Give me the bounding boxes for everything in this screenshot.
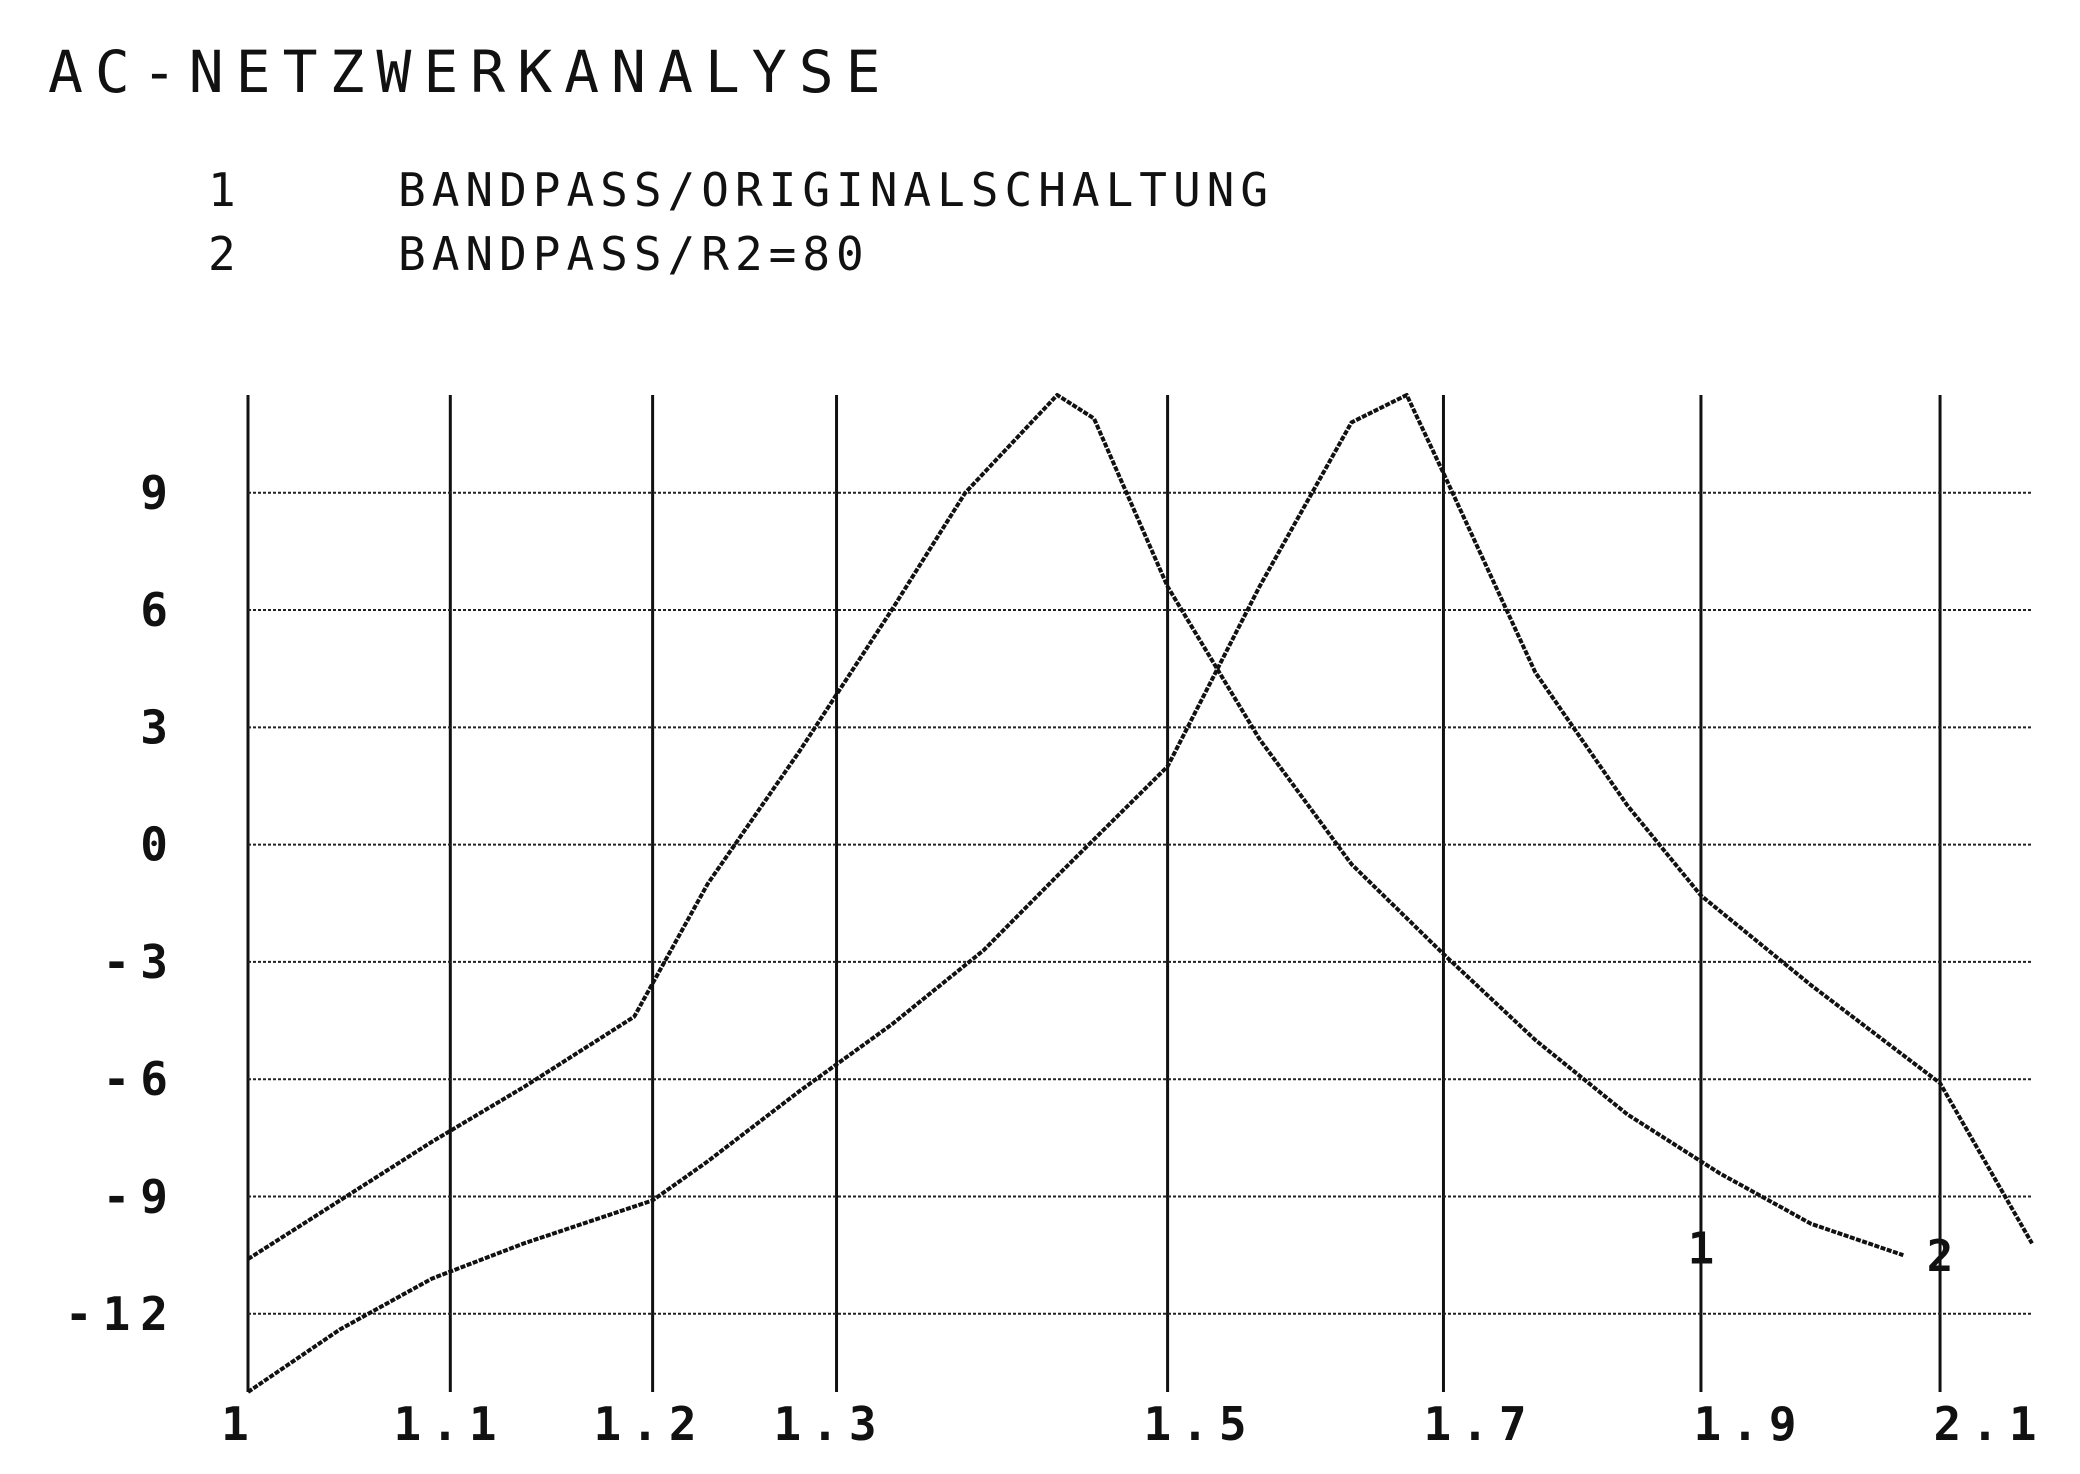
x-tick-label: 1 — [221, 1397, 259, 1451]
y-tick-label: 9 — [140, 466, 178, 520]
y-tick-label: -12 — [65, 1287, 178, 1341]
vertical-gridlines — [246, 395, 1942, 1392]
y-axis-tick-labels: 9 6 3 0 -3 -6 -9 -12 — [65, 466, 178, 1341]
x-tick-label: 1.1 — [393, 1397, 506, 1451]
y-tick-label: 6 — [140, 583, 178, 637]
series-lines — [246, 393, 2034, 1394]
series-line-1 — [246, 393, 1904, 1261]
x-tick-label: 2.1 — [1933, 1397, 2046, 1451]
x-tick-label: 1.3 — [773, 1397, 886, 1451]
legend-number-1: 1 — [208, 163, 242, 217]
legend-text-2: BANDPASS/R2=80 — [398, 227, 870, 281]
x-tick-label: 1.7 — [1423, 1397, 1536, 1451]
legend-number-2: 2 — [208, 227, 242, 281]
series-end-label-2: 2 — [1927, 1231, 1954, 1282]
x-tick-label: 1.5 — [1143, 1397, 1256, 1451]
y-tick-label: 0 — [140, 818, 178, 872]
y-tick-label: 3 — [140, 700, 178, 754]
y-tick-label: -9 — [103, 1170, 178, 1224]
series-end-label-1: 1 — [1688, 1223, 1715, 1274]
x-tick-label: 1.9 — [1693, 1397, 1806, 1451]
series-line-2 — [246, 393, 2034, 1394]
x-axis-tick-labels: 1 1.1 1.2 1.3 1.5 1.7 1.9 2.1 — [221, 1397, 2046, 1451]
horizontal-gridlines — [248, 491, 2032, 1315]
legend: 1 BANDPASS/ORIGINALSCHALTUNG 2 BANDPASS/… — [208, 163, 1274, 281]
x-tick-label: 1.2 — [593, 1397, 706, 1451]
legend-text-1: BANDPASS/ORIGINALSCHALTUNG — [398, 163, 1274, 217]
chart-title: AC-NETZWERKANALYSE — [48, 38, 893, 106]
y-tick-label: -6 — [103, 1052, 178, 1106]
y-tick-label: -3 — [103, 935, 178, 989]
